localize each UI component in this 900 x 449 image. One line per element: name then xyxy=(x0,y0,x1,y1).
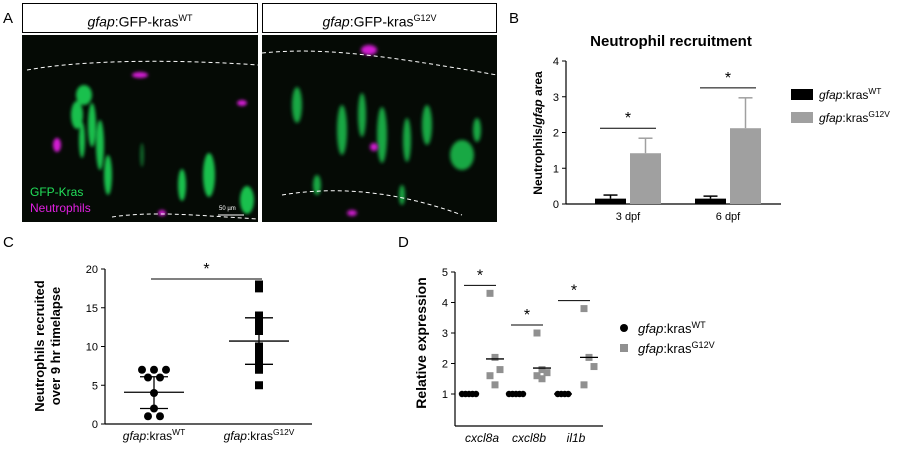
chart-d-relative-expression: Relative expression 1 2 3 4 5 cxcl8a * cxcl8b * il… xyxy=(413,267,716,445)
chart-c-category-label: gfap:krasWT xyxy=(123,427,185,443)
panel-label-b: B xyxy=(509,10,520,27)
chart-c-point xyxy=(156,412,164,421)
chart-b-ytick-label: 1 xyxy=(553,163,559,175)
gene-name: gfap xyxy=(322,13,350,30)
chart-d-significance-star: * xyxy=(477,267,483,284)
chart-b-legend-label: gfap:krasG12V xyxy=(819,109,890,125)
chart-c-significance-star: * xyxy=(203,261,209,278)
chart-d-point xyxy=(538,375,546,383)
chart-c-point xyxy=(255,381,263,390)
chart-d-ytick-label: 1 xyxy=(442,389,448,401)
chart-d-legend-label: gfap:krasG12V xyxy=(638,340,716,356)
chart-c-point xyxy=(144,412,152,421)
chart-b-ytick-label: 0 xyxy=(553,199,559,211)
chart-c-point xyxy=(156,373,164,382)
chart-d-category-label: cxcl8b xyxy=(512,431,546,445)
chart-c-ytick-label: 20 xyxy=(86,264,98,276)
chart-d-ytick-label: 3 xyxy=(442,328,448,340)
chart-c-ytick-label: 0 xyxy=(92,419,98,431)
micrograph-wildtype: GFP-Kras Neutrophils 50 µm xyxy=(22,35,258,222)
chart-d-ytick-label: 2 xyxy=(442,359,448,371)
chart-b-significance-star: * xyxy=(725,70,731,87)
chart-d-point xyxy=(538,366,546,374)
scale-bar-label: 50 µm xyxy=(219,206,236,212)
chart-d-ytick-label: 4 xyxy=(442,298,448,310)
chart-c-category-label: gfap:krasG12V xyxy=(224,427,295,443)
allele-sup: WT xyxy=(178,13,193,23)
legend-gfp-kras: GFP-Kras xyxy=(30,185,84,199)
chart-d-ylabel: Relative expression xyxy=(413,277,429,409)
chart-d-significance-star: * xyxy=(571,283,577,300)
chart-b-significance-star: * xyxy=(625,110,631,127)
chart-b-bar xyxy=(730,128,761,204)
chart-c-ylabel-line1: Neutrophils recruited xyxy=(32,280,47,412)
micrograph-wildtype-image xyxy=(22,35,258,222)
legend-neutrophils: Neutrophils xyxy=(30,201,91,215)
chart-c-point xyxy=(255,284,263,293)
chart-d-point xyxy=(580,381,588,389)
panel-a-left-header: gfap:GFP-krasWT xyxy=(22,3,258,33)
panel-label-c: C xyxy=(3,234,14,251)
chart-c-point xyxy=(255,311,263,320)
chart-d-significance-star: * xyxy=(524,307,530,324)
chart-d-point xyxy=(491,353,499,361)
chart-d-point xyxy=(486,372,494,380)
chart-d-point xyxy=(533,329,541,337)
chart-c-neutrophils-recruited: Neutrophils recruited over 9 hr timelapse… xyxy=(32,261,312,443)
chart-b-bar xyxy=(630,153,661,204)
chart-d-ytick-label: 5 xyxy=(442,267,448,279)
chart-c-ytick-label: 10 xyxy=(86,342,98,354)
panel-a-right-header: gfap:GFP-krasG12V xyxy=(262,3,497,33)
chart-b-category-label: 6 dpf xyxy=(716,211,741,223)
panel-label-d: D xyxy=(398,234,409,251)
chart-d-category-label: cxcl8a xyxy=(465,431,499,445)
chart-b-legend-swatch xyxy=(791,89,813,100)
chart-d-point xyxy=(496,366,504,374)
chart-b-bar xyxy=(595,198,626,204)
chart-b-ytick-label: 3 xyxy=(553,92,559,104)
chart-c-point xyxy=(255,365,263,374)
chart-d-point xyxy=(543,369,551,377)
chart-d-point xyxy=(533,372,541,380)
allele-sup: G12V xyxy=(413,13,437,23)
chart-c-point xyxy=(162,365,170,374)
chart-c-point xyxy=(144,373,152,382)
micrograph-g12v-image xyxy=(262,35,497,222)
chart-c-point xyxy=(150,365,158,374)
chart-d-point xyxy=(580,305,588,313)
chart-d-point xyxy=(491,381,499,389)
chart-b-ytick-label: 4 xyxy=(553,56,559,68)
chart-c-ytick-label: 15 xyxy=(86,303,98,315)
chart-d-point xyxy=(486,289,494,297)
construct-name: :GFP-kras xyxy=(114,13,179,30)
gene-name: gfap xyxy=(87,13,115,30)
construct-name: :GFP-kras xyxy=(349,13,414,30)
chart-c-ylabel-line2: over 9 hr timelapse xyxy=(48,287,63,406)
micrograph-g12v xyxy=(262,35,497,222)
chart-c-ytick-label: 5 xyxy=(92,380,98,392)
panel-label-a: A xyxy=(3,10,14,27)
chart-d-legend-label: gfap:krasWT xyxy=(638,320,706,336)
chart-b-ytick-label: 2 xyxy=(553,128,559,140)
chart-d-legend-marker xyxy=(620,344,628,352)
chart-b-bar xyxy=(695,198,726,204)
chart-b-legend-swatch xyxy=(791,112,813,123)
chart-c-point xyxy=(138,365,146,374)
chart-d-legend-marker xyxy=(620,324,628,332)
chart-b-ylabel: Neutrophils/gfap area xyxy=(531,71,545,195)
chart-b-legend-label: gfap:krasWT xyxy=(819,86,881,102)
chart-b-neutrophil-recruitment: Neutrophil recruitment Neutrophils/gfap a… xyxy=(531,33,890,223)
chart-b-title: Neutrophil recruitment xyxy=(590,33,752,50)
chart-b-category-label: 3 dpf xyxy=(616,211,641,223)
chart-d-point xyxy=(590,363,598,371)
chart-d-category-label: il1b xyxy=(567,431,586,445)
